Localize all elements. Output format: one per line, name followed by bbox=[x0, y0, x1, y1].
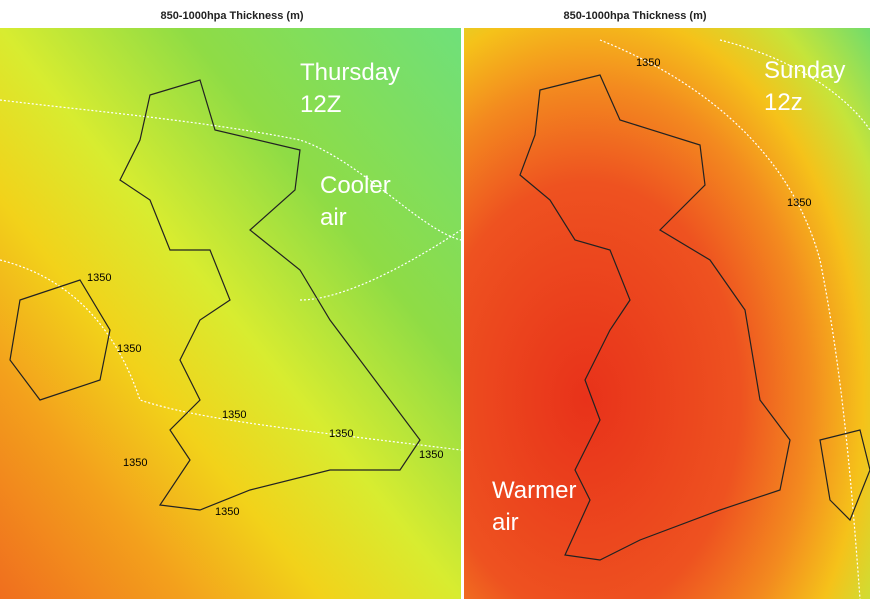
contour-label: 1350 bbox=[123, 457, 147, 469]
contour bbox=[0, 259, 462, 451]
header-strip bbox=[0, 0, 870, 28]
time-label: Sunday bbox=[764, 57, 845, 84]
coastline bbox=[819, 429, 870, 522]
time-label: Thursday bbox=[300, 59, 400, 86]
air-label: Cooler bbox=[320, 172, 391, 199]
contour bbox=[599, 39, 861, 599]
time-label: 12z bbox=[764, 89, 803, 116]
contour-label: 1350 bbox=[215, 506, 239, 518]
time-label: 12Z bbox=[300, 91, 341, 118]
panel-title: 850-1000hpa Thickness (m) bbox=[160, 10, 303, 22]
left-map bbox=[0, 28, 461, 599]
right-map bbox=[464, 28, 870, 599]
air-label: air bbox=[320, 204, 347, 231]
contour-label: 1350 bbox=[222, 409, 246, 421]
contour-label: 1350 bbox=[87, 272, 111, 284]
contour bbox=[0, 99, 462, 241]
contour-label: 1350 bbox=[419, 449, 443, 461]
air-label: Warmer bbox=[492, 477, 576, 504]
coastline bbox=[119, 79, 421, 511]
contour-label: 1350 bbox=[117, 343, 141, 355]
contour-label: 1350 bbox=[787, 197, 811, 209]
contour-label: 1350 bbox=[329, 428, 353, 440]
air-label: air bbox=[492, 509, 519, 536]
contour bbox=[719, 39, 870, 131]
coastline bbox=[519, 74, 791, 561]
panel-title: 850-1000hpa Thickness (m) bbox=[563, 10, 706, 22]
coastline bbox=[9, 279, 111, 401]
contour-label: 1350 bbox=[636, 57, 660, 69]
